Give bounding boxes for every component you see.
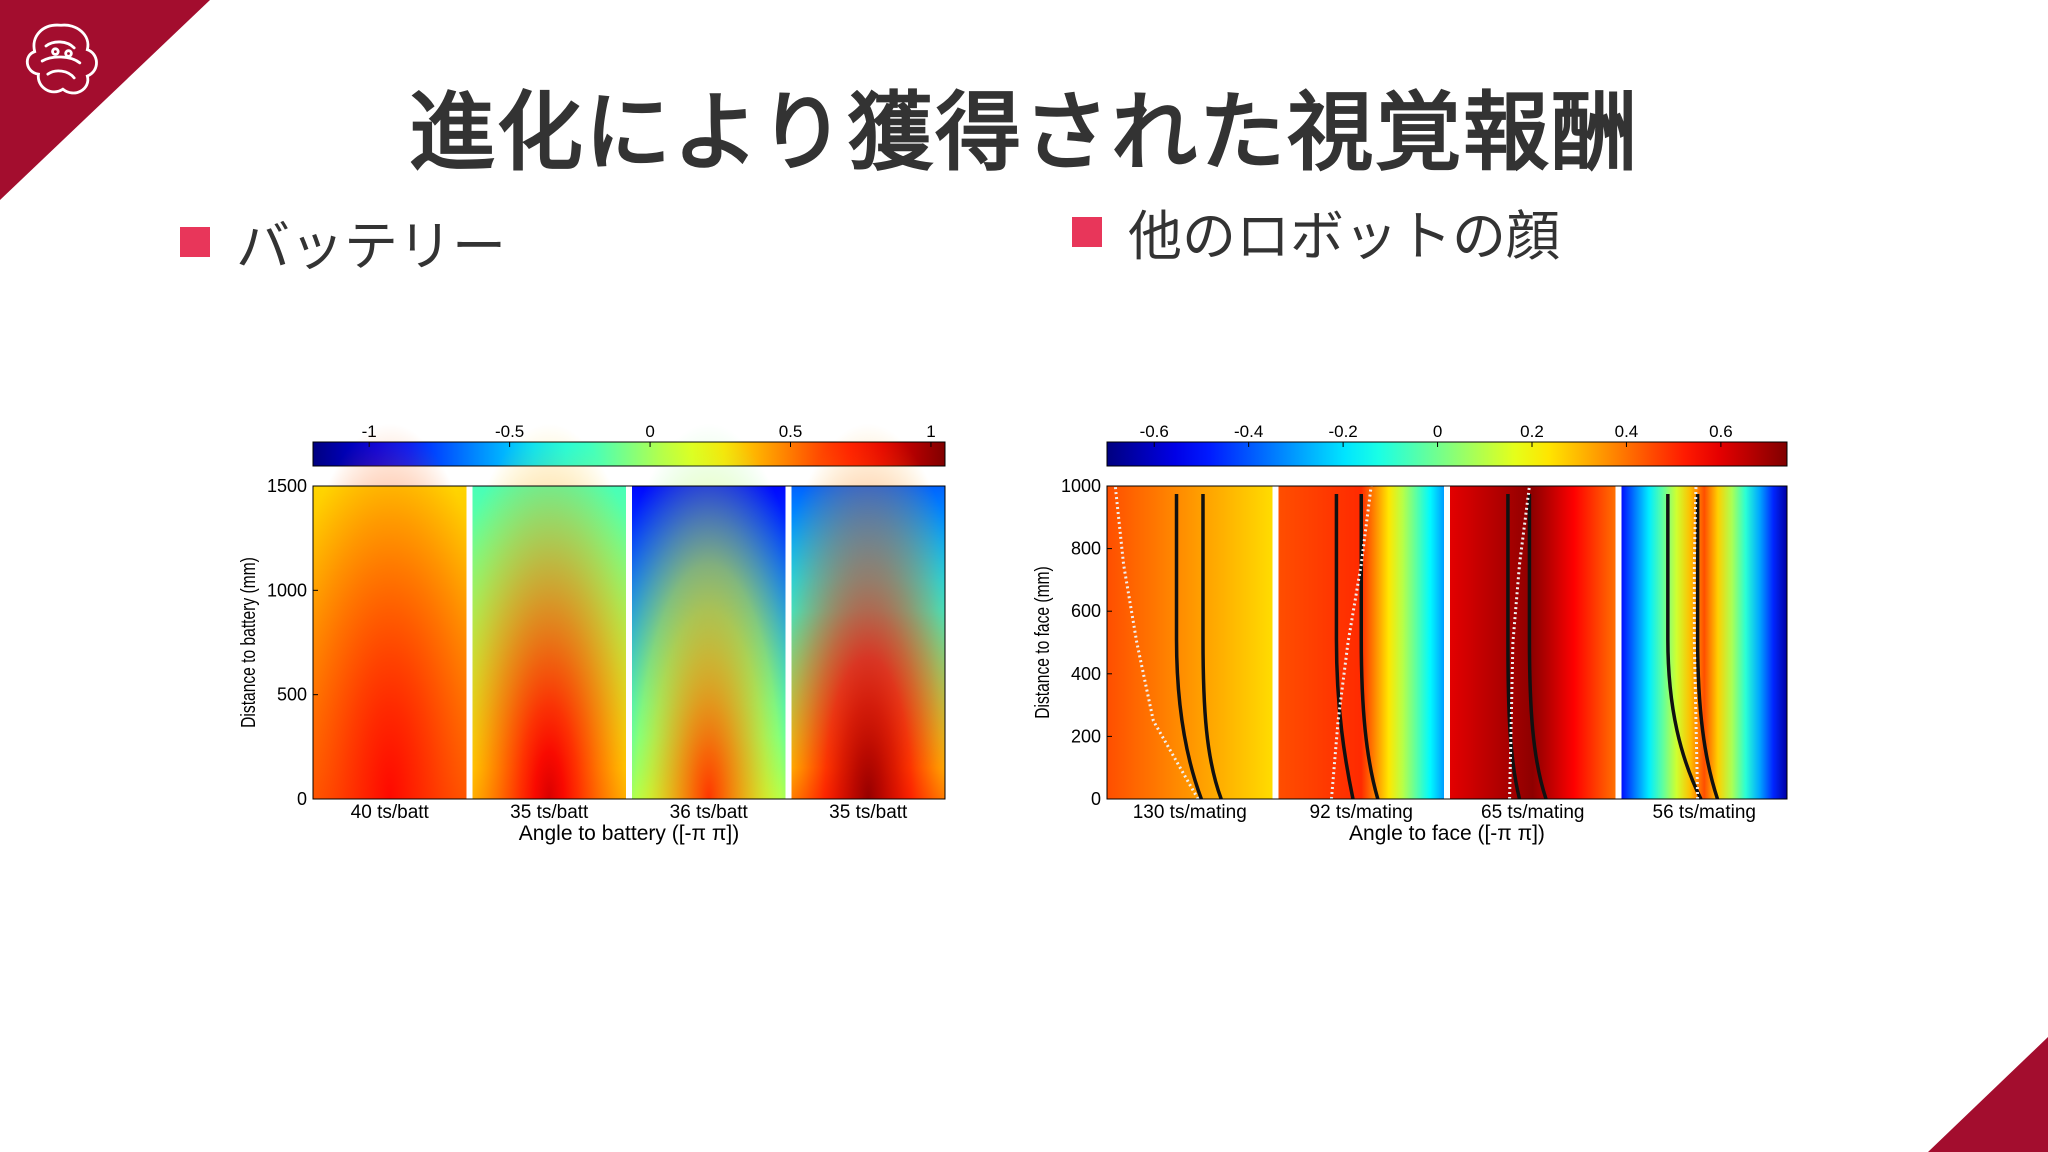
y-tick-label: 0 [1091, 789, 1101, 809]
panel-label: 65 ts/mating [1481, 802, 1585, 823]
y-tick-label: 1000 [267, 580, 307, 600]
heatmap-panel [791, 418, 945, 799]
colorbar-tick-label: 0 [1433, 422, 1442, 441]
colorbar-tick-label: -0.6 [1140, 422, 1169, 441]
panel-label: 36 ts/batt [670, 802, 749, 823]
heatmap-panel-arch [472, 418, 626, 799]
y-tick-label: 0 [297, 789, 307, 809]
colorbar-tick-label: -0.4 [1234, 422, 1263, 441]
x-axis-label: Angle to face ([-π π]) [1349, 822, 1545, 845]
plot-frame [312, 485, 946, 800]
panel-label: 92 ts/mating [1310, 802, 1414, 823]
corner-decoration-bottom-right [1928, 1037, 2048, 1152]
colorbar-tick-label: -0.2 [1328, 422, 1357, 441]
panel-label: 35 ts/batt [510, 802, 589, 823]
colorbar [1106, 441, 1788, 467]
dotted-boundary-line [1692, 485, 1700, 800]
heatmap-panel-base [1450, 486, 1616, 799]
panel-label: 56 ts/mating [1653, 802, 1757, 823]
trajectory-line [1334, 494, 1355, 800]
trajectory-line [1174, 494, 1203, 800]
heatmap-panel-arch [632, 418, 786, 799]
heatmap-panel [1107, 485, 1273, 800]
heatmap-panel [313, 418, 467, 799]
trajectory-line [1666, 494, 1703, 800]
dotted-boundary-line [1508, 485, 1531, 800]
dotted-boundary-line [1113, 485, 1200, 800]
y-axis-label: Distance to battery (mm) [237, 557, 259, 728]
y-axis-label: Distance to face (mm) [1031, 566, 1053, 718]
heatmap-panel [1278, 485, 1444, 800]
y-tick-label: 500 [277, 685, 307, 705]
panel-label: 130 ts/mating [1133, 802, 1247, 823]
trajectory-line [1506, 494, 1522, 800]
heatmap-panel [1621, 485, 1787, 800]
page-title: 進化により獲得された視覚報酬 [408, 83, 1640, 183]
plot-frame [1106, 485, 1788, 800]
x-axis-label: Angle to battery ([-π π]) [519, 822, 739, 845]
panel-label: 35 ts/batt [829, 802, 908, 823]
trajectory-line [1695, 494, 1720, 800]
trajectory-line [1359, 494, 1380, 800]
colorbar-tick-label: 0.4 [1615, 422, 1639, 441]
heatmap-panel-arch [313, 418, 467, 799]
y-tick-label: 1500 [267, 476, 307, 496]
heatmap-panel-base [1107, 486, 1273, 799]
y-tick-label: 800 [1071, 539, 1101, 559]
y-tick-label: 200 [1071, 726, 1101, 746]
bullet-square-icon [180, 226, 210, 257]
panel-label: 40 ts/batt [351, 802, 430, 823]
colorbar-tick-label: 0.2 [1520, 422, 1544, 441]
bullet-label: 他のロボットの顔 [1128, 205, 1560, 268]
heatmap-panel-arch [791, 418, 945, 799]
bullet-square-icon [1072, 216, 1102, 247]
bullet-label: バッテリー [236, 215, 506, 278]
bullet-robot-face: 他のロボットの顔 [1072, 192, 1560, 271]
heatmap-panel [472, 418, 626, 799]
corner-decoration-top-left [0, 0, 210, 200]
trajectory-line [1201, 494, 1223, 800]
trajectory-line [1527, 494, 1548, 800]
university-logo-icon [25, 23, 98, 95]
y-tick-label: 1000 [1061, 476, 1101, 496]
heatmap-panel [1450, 485, 1616, 800]
colorbar-tick-label: 0.6 [1709, 422, 1733, 441]
y-tick-label: 600 [1071, 601, 1101, 621]
heatmap-panel [632, 418, 786, 799]
face-heatmap-chart: -0.6 -0.4 -0.2 0 0.2 0.4 0.6 130 ts/mating 92 ts… [1031, 422, 1788, 845]
y-tick-label: 400 [1071, 664, 1101, 684]
bullet-battery: バッテリー [180, 202, 506, 281]
